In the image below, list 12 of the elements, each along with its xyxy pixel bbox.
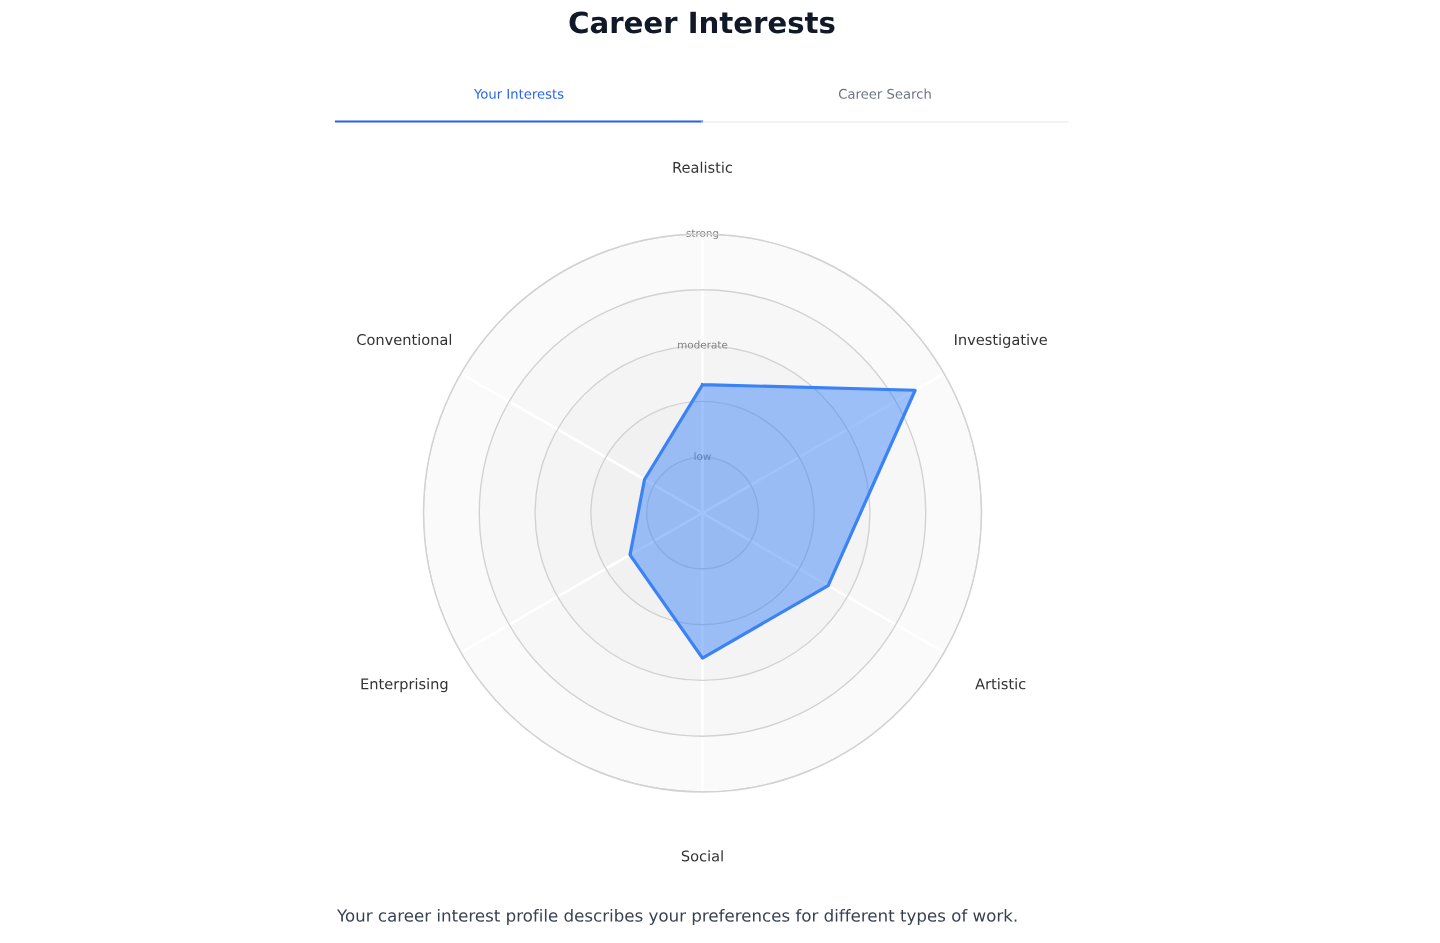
spoke-label: Realistic <box>673 161 733 173</box>
text: Your career interest profile describes your preferences for different types of work. <box>336 908 1017 926</box>
y-tick-label: low <box>694 452 711 461</box>
spoke-label: Conventional <box>357 333 452 346</box>
y-tick-label: moderate <box>678 340 728 349</box>
spoke-label: Enterprising <box>361 678 448 693</box>
text: Career Search <box>838 88 931 99</box>
spoke-label: Social <box>681 850 723 862</box>
spoke-label: Investigative <box>955 333 1047 348</box>
chart-title: Career Interests <box>569 11 835 34</box>
text: Your Interests <box>473 89 564 99</box>
spoke-label: Artistic <box>975 678 1026 690</box>
